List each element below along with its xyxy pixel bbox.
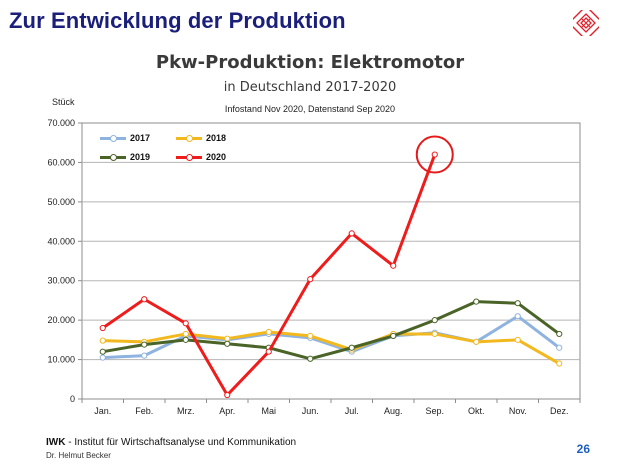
legend-item-2017: 2017: [100, 133, 150, 143]
x-tick-label: Okt.: [468, 406, 485, 416]
data-point-2017: [99, 354, 106, 361]
highlight-circle: [415, 135, 454, 174]
footer-organization: IWK - Institut für Wirtschaftsanalyse un…: [46, 437, 296, 448]
data-point-2020: [348, 230, 355, 237]
legend-label: 2017: [130, 133, 151, 143]
y-tick-label: 30.000: [47, 276, 75, 286]
legend-label: 2020: [206, 152, 227, 162]
page-number: 26: [576, 442, 590, 456]
y-tick-label: 70.000: [47, 118, 75, 128]
x-tick-label: Sep.: [425, 406, 444, 416]
y-tick-label: 50.000: [47, 197, 75, 207]
footer-org-short: IWK: [46, 437, 66, 448]
data-point-2018: [99, 337, 106, 344]
data-point-2018: [473, 338, 480, 345]
series-line-2019: [101, 300, 561, 361]
x-tick-label: Jan.: [94, 406, 111, 416]
slide-title: Zur Entwicklung der Produktion: [9, 8, 346, 33]
legend-label: 2018: [206, 133, 227, 143]
data-point-2020: [182, 320, 189, 327]
legend-swatch-icon: [100, 152, 126, 162]
x-tick-label: Feb.: [135, 406, 153, 416]
data-point-2018: [556, 360, 563, 367]
data-point-2019: [224, 340, 231, 347]
data-point-2019: [141, 341, 148, 348]
legend-item-2020: 2020: [176, 152, 226, 162]
brand-logo-icon: [573, 10, 599, 36]
data-point-2019: [348, 344, 355, 351]
y-tick-label: 20.000: [47, 315, 75, 325]
data-point-2018: [514, 336, 521, 343]
data-point-2020: [265, 348, 272, 355]
x-tick-label: Aug.: [384, 406, 403, 416]
data-point-2020: [307, 276, 314, 283]
y-axis-unit-label: Stück: [52, 97, 75, 107]
legend-label: 2019: [130, 152, 151, 162]
legend-swatch-icon: [100, 133, 126, 143]
x-tick-label: Apr.: [219, 406, 235, 416]
chart-note: Infostand Nov 2020, Datenstand Sep 2020: [224, 104, 396, 114]
plot-area: [81, 122, 581, 400]
footer-org-rest: - Institut für Wirtschaftsanalyse und Ko…: [65, 437, 297, 448]
x-tick-label: Nov.: [509, 406, 527, 416]
y-tick-label: 60.000: [47, 157, 75, 167]
series-line-2018: [101, 330, 561, 366]
x-tick-label: Jul.: [345, 406, 359, 416]
data-point-2019: [473, 298, 480, 305]
data-point-2018: [265, 328, 272, 336]
legend-swatch-icon: [176, 152, 202, 162]
chart-title: Pkw-Produktion: Elektromotor: [155, 52, 465, 73]
legend-swatch-icon: [176, 133, 202, 143]
data-point-2019: [307, 355, 314, 362]
data-point-2019: [390, 332, 397, 340]
data-point-2019: [514, 300, 521, 307]
x-tick-label: Mrz.: [177, 406, 195, 416]
y-tick-label: 0: [70, 394, 75, 404]
data-point-2020: [141, 296, 148, 303]
footer-author: Dr. Helmut Becker: [46, 451, 111, 460]
data-point-2020: [99, 324, 106, 332]
data-point-2020: [431, 151, 438, 158]
chart-subtitle: in Deutschland 2017-2020: [223, 80, 397, 95]
data-point-2017: [514, 313, 521, 320]
x-tick-label: Jun.: [302, 406, 319, 416]
legend-item-2018: 2018: [176, 133, 226, 143]
data-point-2018: [182, 330, 189, 338]
data-point-2019: [99, 348, 106, 355]
legend-item-2019: 2019: [100, 152, 150, 162]
y-tick-label: 40.000: [47, 236, 75, 246]
data-point-2017: [556, 344, 563, 351]
data-point-2020: [390, 262, 397, 269]
data-point-2018: [431, 330, 438, 338]
data-point-2017: [141, 352, 148, 359]
data-point-2020: [224, 391, 231, 399]
data-point-2019: [556, 330, 563, 338]
data-point-2019: [431, 317, 438, 324]
data-point-2018: [307, 332, 314, 340]
data-point-2019: [182, 336, 189, 343]
x-tick-label: Mai: [261, 406, 276, 416]
x-tick-label: Dez.: [550, 406, 569, 416]
data-point-2018: [224, 335, 231, 342]
y-tick-label: 10.000: [47, 355, 75, 365]
